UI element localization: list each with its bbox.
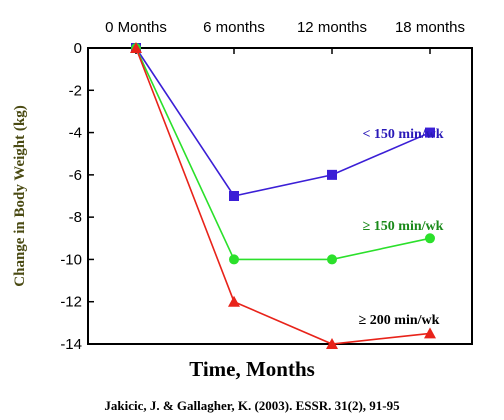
x-tick-label: 0 Months [105, 19, 167, 36]
data-point [327, 169, 337, 180]
data-point [327, 254, 337, 265]
y-tick-label: -8 [69, 209, 82, 226]
y-tick-label: -14 [60, 336, 82, 353]
series-label: ≥ 200 min/wk [359, 313, 440, 328]
series-line [135, 47, 431, 345]
citation: Jakicic, J. & Gallagher, K. (2003). ESSR… [104, 398, 400, 413]
y-tick-label: -6 [69, 167, 82, 184]
data-point [228, 295, 240, 307]
series-line [135, 47, 431, 197]
x-axis-label: Time, Months [189, 357, 315, 381]
x-tick-labels: 0 Months 6 months 12 months 18 months [105, 19, 465, 36]
data-point [424, 327, 436, 339]
data-point [229, 254, 239, 265]
y-tick-labels: 0 -2 -4 -6 -8 -10 -12 -14 [60, 40, 82, 353]
y-tick-label: -10 [60, 251, 82, 268]
series-3 [130, 42, 436, 349]
chart-axes [87, 47, 473, 345]
x-tick-label: 6 months [203, 19, 265, 36]
series-label: ≥ 150 min/wk [363, 219, 444, 234]
series-1 [131, 43, 435, 201]
y-tick-label: 0 [74, 40, 82, 57]
series-label: < 150 min/wk [362, 127, 443, 142]
data-point [130, 42, 142, 53]
data-point [326, 338, 338, 349]
x-tick-label: 18 months [395, 19, 465, 36]
y-axis-label: Change in Body Weight (kg) [12, 105, 28, 286]
plot-frame [87, 47, 473, 345]
data-point [425, 127, 435, 138]
y-tick-label: -4 [69, 125, 82, 142]
series-line [135, 47, 431, 261]
y-tick-label: -2 [69, 82, 82, 99]
y-tick-label: -12 [60, 294, 82, 311]
data-point [229, 191, 239, 201]
series-labels: < 150 min/wk ≥ 150 min/wk ≥ 200 min/wk [359, 127, 444, 328]
chart-series [130, 42, 436, 349]
data-point [425, 233, 435, 244]
x-tick-label: 12 months [297, 19, 367, 36]
